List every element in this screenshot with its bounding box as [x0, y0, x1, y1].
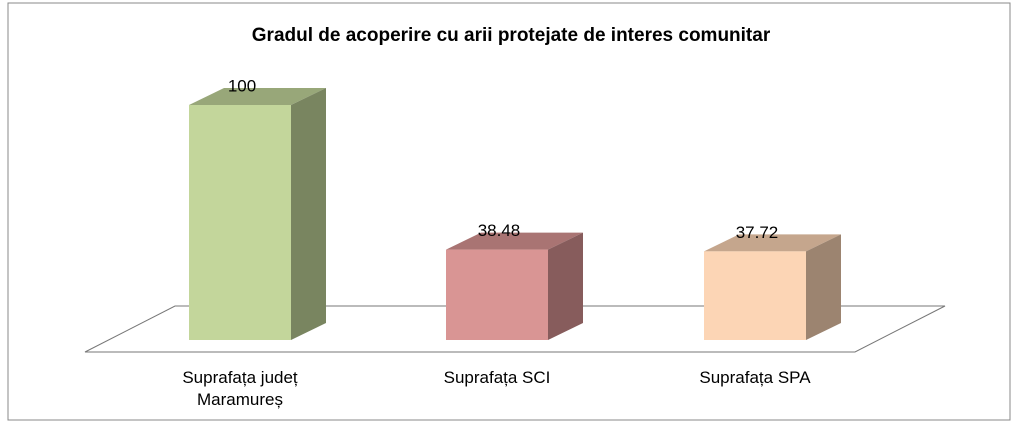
x-tick-label: Suprafața SCI	[443, 368, 551, 387]
bar-side	[806, 234, 841, 340]
bar-side	[291, 88, 326, 340]
bar-top	[189, 88, 326, 105]
chart-title: Gradul de acoperire cu arii protejate de…	[252, 25, 771, 46]
bar	[446, 249, 548, 340]
value-label: 100	[228, 76, 256, 95]
value-label: 38.48	[478, 221, 521, 240]
bar	[189, 105, 291, 340]
chart-border	[7, 2, 1011, 421]
bar-top	[446, 232, 583, 250]
bar-side	[548, 232, 583, 340]
x-tick-label: Suprafața județ Maramureș	[182, 368, 298, 409]
bar	[704, 251, 806, 340]
bar-top	[704, 234, 841, 252]
value-label: 37.72	[736, 223, 779, 242]
x-tick-label: Suprafața SPA	[699, 368, 811, 387]
